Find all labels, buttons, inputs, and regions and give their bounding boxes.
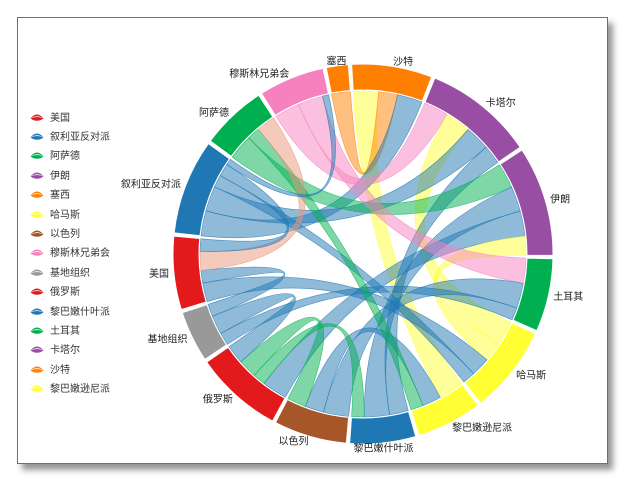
chord-node-label: 以色列 — [278, 435, 308, 448]
legend-swatch-icon — [30, 133, 44, 140]
chord-node-label: 沙特 — [393, 56, 413, 68]
chord-node-label: 黎巴嫩什叶派 — [354, 441, 414, 454]
legend-item[interactable]: 叙利亚反对派 — [30, 127, 140, 143]
chord-ribbon[interactable] — [297, 95, 527, 284]
legend-label: 黎巴嫩逊尼派 — [50, 384, 110, 396]
chord-arc-lbsunni[interactable] — [410, 383, 479, 437]
chord-ribbon[interactable] — [200, 94, 423, 239]
chord-node-label: 土耳其 — [553, 290, 583, 303]
chord-node-label: 穆斯林兄弟会 — [229, 67, 289, 80]
legend-item[interactable]: 俄罗斯 — [30, 283, 140, 299]
legend-label: 以色列 — [50, 228, 80, 240]
legend-swatch-icon — [30, 308, 44, 315]
legend-item[interactable]: 黎巴嫩逊尼派 — [30, 380, 140, 396]
chord-ribbon[interactable] — [248, 128, 424, 411]
legend-label: 阿萨德 — [50, 151, 80, 163]
chord-arc-saudi[interactable] — [351, 63, 433, 102]
chord-node-label: 基地组织 — [147, 332, 187, 345]
chord-node-label: 美国 — [149, 267, 169, 280]
legend-label: 美国 — [50, 112, 70, 124]
chord-arc-qatar[interactable] — [424, 77, 521, 163]
chord-arcs — [172, 63, 554, 445]
legend-swatch-icon — [30, 172, 44, 179]
chord-arc-usa[interactable] — [172, 235, 207, 311]
chord-ribbon[interactable] — [211, 293, 296, 363]
legend-label: 沙特 — [50, 364, 70, 376]
legend-label: 哈马斯 — [50, 209, 80, 221]
legend-swatch-icon — [30, 230, 44, 237]
chord-ribbons — [199, 90, 527, 418]
chord-arc-russia[interactable] — [206, 346, 286, 422]
legend-item[interactable]: 基地组织 — [30, 263, 140, 279]
legend-swatch-icon — [30, 327, 44, 334]
chord-node-label: 俄罗斯 — [203, 393, 233, 406]
legend-swatch-icon — [30, 249, 44, 257]
legend-item[interactable]: 阿萨德 — [30, 147, 140, 163]
chord-arc-syrianopp[interactable] — [173, 142, 231, 237]
legend-item[interactable]: 哈马斯 — [30, 205, 140, 221]
chord-arc-israel[interactable] — [274, 398, 350, 444]
legend-swatch-icon — [30, 385, 44, 392]
legend-item[interactable]: 沙特 — [30, 360, 140, 376]
chord-ribbon[interactable] — [226, 94, 336, 197]
chord-node-label: 黎巴嫩逊尼派 — [452, 421, 512, 434]
legend-label: 基地组织 — [50, 267, 90, 279]
legend-label: 卡塔尔 — [50, 345, 80, 357]
legend-swatch-icon — [30, 191, 44, 198]
chord-arc-mb[interactable] — [260, 67, 330, 117]
chord-arc-assad[interactable] — [209, 94, 274, 158]
legend-swatch-icon — [30, 366, 44, 373]
chord-ribbon[interactable] — [214, 175, 475, 383]
legend-item[interactable]: 以色列 — [30, 224, 140, 240]
legend-item[interactable]: 穆斯林兄弟会 — [30, 244, 140, 260]
legend-label: 黎巴嫩什叶派 — [50, 306, 110, 318]
chord-arc-turkey[interactable] — [512, 257, 554, 332]
legend-swatch-icon — [30, 152, 44, 160]
legend-item[interactable]: 黎巴嫩什叶派 — [30, 302, 140, 318]
legend-item[interactable]: 美国 — [30, 108, 140, 124]
legend-label: 伊朗 — [50, 170, 70, 182]
legend-item[interactable]: 卡塔尔 — [30, 341, 140, 357]
legend-swatch-icon — [30, 269, 44, 276]
legend-swatch-icon — [30, 211, 44, 218]
legend-swatch-icon — [30, 346, 44, 354]
chord-ribbon[interactable] — [275, 102, 448, 185]
chord-arc-lbshia[interactable] — [349, 410, 417, 445]
chord-node-label: 阿萨德 — [199, 106, 229, 119]
chord-ribbon[interactable] — [199, 164, 289, 252]
chord-node-label: 叙利亚反对派 — [121, 178, 181, 191]
chord-ribbon[interactable] — [253, 323, 365, 418]
chord-arc-alqaeda[interactable] — [181, 304, 228, 361]
legend-label: 叙利亚反对派 — [50, 131, 110, 143]
chord-arc-iran[interactable] — [499, 149, 554, 256]
chord-node-label: 伊朗 — [550, 194, 570, 206]
chord-ribbon[interactable] — [240, 316, 325, 407]
legend-label: 穆斯林兄弟会 — [50, 248, 110, 260]
legend-swatch-icon — [30, 114, 44, 121]
chord-node-label: 哈马斯 — [516, 368, 546, 381]
legend-label: 土耳其 — [50, 325, 80, 337]
chord-node-label: 塞西 — [327, 54, 347, 67]
legend-item[interactable]: 塞西 — [30, 186, 140, 202]
legend-swatch-icon — [30, 288, 44, 295]
legend-label: 塞西 — [50, 190, 70, 202]
legend-label: 俄罗斯 — [50, 287, 80, 299]
chord-arc-hamas[interactable] — [463, 322, 537, 404]
chord-arc-sisi[interactable] — [325, 64, 351, 94]
chord-node-label: 卡塔尔 — [486, 96, 516, 109]
legend-item[interactable]: 土耳其 — [30, 321, 140, 337]
legend-item[interactable]: 伊朗 — [30, 166, 140, 182]
chord-ribbon[interactable] — [433, 235, 527, 361]
chord-ribbon[interactable] — [200, 266, 286, 317]
